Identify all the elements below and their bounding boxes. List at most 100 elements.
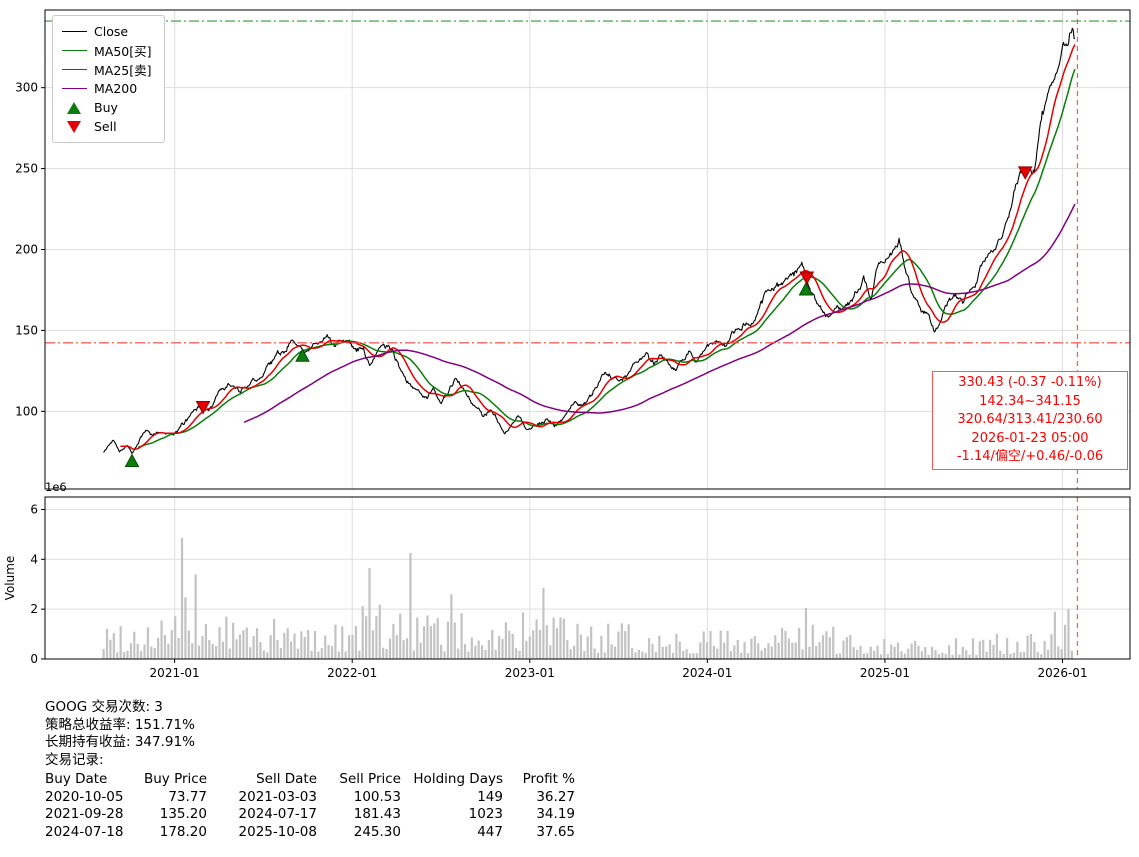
volume-bar — [521, 612, 525, 659]
volume-bar — [804, 607, 808, 659]
volume-bar — [105, 628, 109, 659]
volume-bar — [491, 629, 494, 659]
volume-bar — [272, 618, 276, 659]
volume-bar — [988, 639, 992, 659]
volume-bar — [450, 594, 453, 659]
volume-bar — [463, 644, 467, 659]
trade-cell: 135.20 — [159, 806, 207, 822]
volume-bar — [624, 631, 627, 659]
trade-cell: 2021-09-28 — [45, 806, 124, 822]
volume-bar — [985, 651, 988, 659]
price-annotation-box: 330.43 (-0.37 -0.11%) 142.34~341.15 320.64… — [932, 371, 1128, 470]
volume-bar — [937, 653, 941, 659]
volume-bar — [651, 643, 654, 659]
volume-bar — [191, 643, 194, 659]
volume-bar — [787, 638, 791, 659]
volume-bar — [716, 648, 719, 659]
annotation-line: 320.64/313.41/230.60 — [957, 412, 1103, 428]
volume-bar — [784, 630, 787, 659]
volume-bar — [170, 630, 173, 659]
volume-bar — [808, 646, 811, 659]
trade-cell: 245.30 — [353, 823, 401, 840]
x-tick-label: 2024-01 — [682, 666, 732, 680]
volume-bar — [600, 635, 603, 659]
annotation-line: 142.34~341.15 — [979, 393, 1081, 409]
volume-bar — [961, 646, 964, 659]
volume-bar — [480, 645, 484, 659]
volume-bar — [838, 653, 842, 659]
volume-bar — [644, 653, 647, 659]
legend-label: MA50[买] — [94, 44, 152, 59]
trades-header-cell: Sell Date — [256, 771, 317, 787]
x-tick-label: 2025-01 — [860, 666, 910, 680]
volume-bar — [1036, 652, 1039, 659]
volume-bar — [862, 653, 866, 659]
volume-bar — [140, 651, 143, 659]
volume-bar — [965, 650, 968, 659]
legend-line-swatch — [61, 50, 87, 51]
volume-bar — [596, 652, 600, 659]
volume-bar — [668, 644, 671, 659]
volume-bar — [559, 617, 562, 659]
y-tick-label: 100 — [15, 404, 38, 418]
volume-bar — [573, 645, 576, 659]
volume-bar — [746, 653, 750, 659]
volume-bar — [576, 623, 579, 659]
volume-bar — [678, 641, 681, 659]
strategy-stats: GOOG 交易次数: 3 策略总收益率: 151.71% 长期持有收益: 347… — [45, 699, 575, 841]
volume-bar — [422, 626, 426, 659]
volume-bar — [232, 622, 235, 659]
volume-bar — [249, 647, 252, 659]
trades-header-cell: Sell Price — [339, 771, 401, 787]
volume-bar — [740, 652, 743, 659]
legend-item-ma25-: MA25[卖] — [61, 60, 152, 79]
volume-bar — [180, 538, 184, 659]
volume-bar — [992, 644, 995, 659]
volume-bar — [194, 574, 197, 659]
volume-bar — [688, 653, 692, 659]
legend-line-swatch — [61, 31, 87, 32]
volume-bar — [269, 635, 272, 659]
volume-bar — [436, 617, 439, 659]
volume-tick-label: 6 — [30, 502, 38, 516]
x-tick-label: 2023-01 — [505, 666, 555, 680]
volume-bar — [1029, 633, 1033, 659]
volume-bar — [627, 624, 630, 659]
buy-marker — [124, 453, 140, 467]
volume-bar — [187, 630, 190, 659]
volume-bar — [801, 649, 804, 659]
volume-bar — [637, 649, 640, 659]
volume-bar — [654, 651, 658, 659]
volume-bar — [995, 633, 998, 659]
volume-bar — [852, 647, 855, 659]
volume-bar — [446, 621, 450, 659]
volume-bar — [869, 646, 872, 659]
volume-bar — [982, 639, 985, 659]
volume-bar — [146, 627, 150, 659]
volume-bar — [709, 631, 712, 659]
volume-bar — [757, 643, 760, 659]
volume-bar — [334, 624, 337, 659]
volume-bar — [412, 650, 415, 659]
strategy-return-line: 策略总收益率: 151.71% — [45, 716, 195, 733]
trades-header-cell: Holding Days — [413, 771, 503, 787]
volume-tick-label: 4 — [30, 552, 38, 566]
volume-bar — [767, 643, 770, 659]
legend-line-swatch — [61, 88, 87, 89]
volume-bar — [276, 639, 279, 659]
volume-bar — [286, 628, 289, 659]
legend-item-ma200: MA200 — [61, 79, 152, 98]
volume-bar — [102, 648, 105, 659]
volume-bar — [1002, 653, 1005, 659]
volume-bar — [313, 630, 317, 659]
volume-bar — [900, 651, 903, 659]
volume-bar — [821, 635, 825, 659]
volume-bar — [705, 642, 709, 659]
y-tick-label: 300 — [15, 81, 38, 95]
sell-marker — [195, 400, 211, 415]
volume-bar — [712, 645, 715, 659]
price-volume-chart: 2021-01 2022-01 2023-01 2024-01 2025-01 2026-… — [3, 9, 1131, 680]
volume-bar — [416, 617, 419, 659]
volume-bar — [931, 646, 934, 659]
annotation-line: 330.43 (-0.37 -0.11%) — [958, 375, 1102, 390]
